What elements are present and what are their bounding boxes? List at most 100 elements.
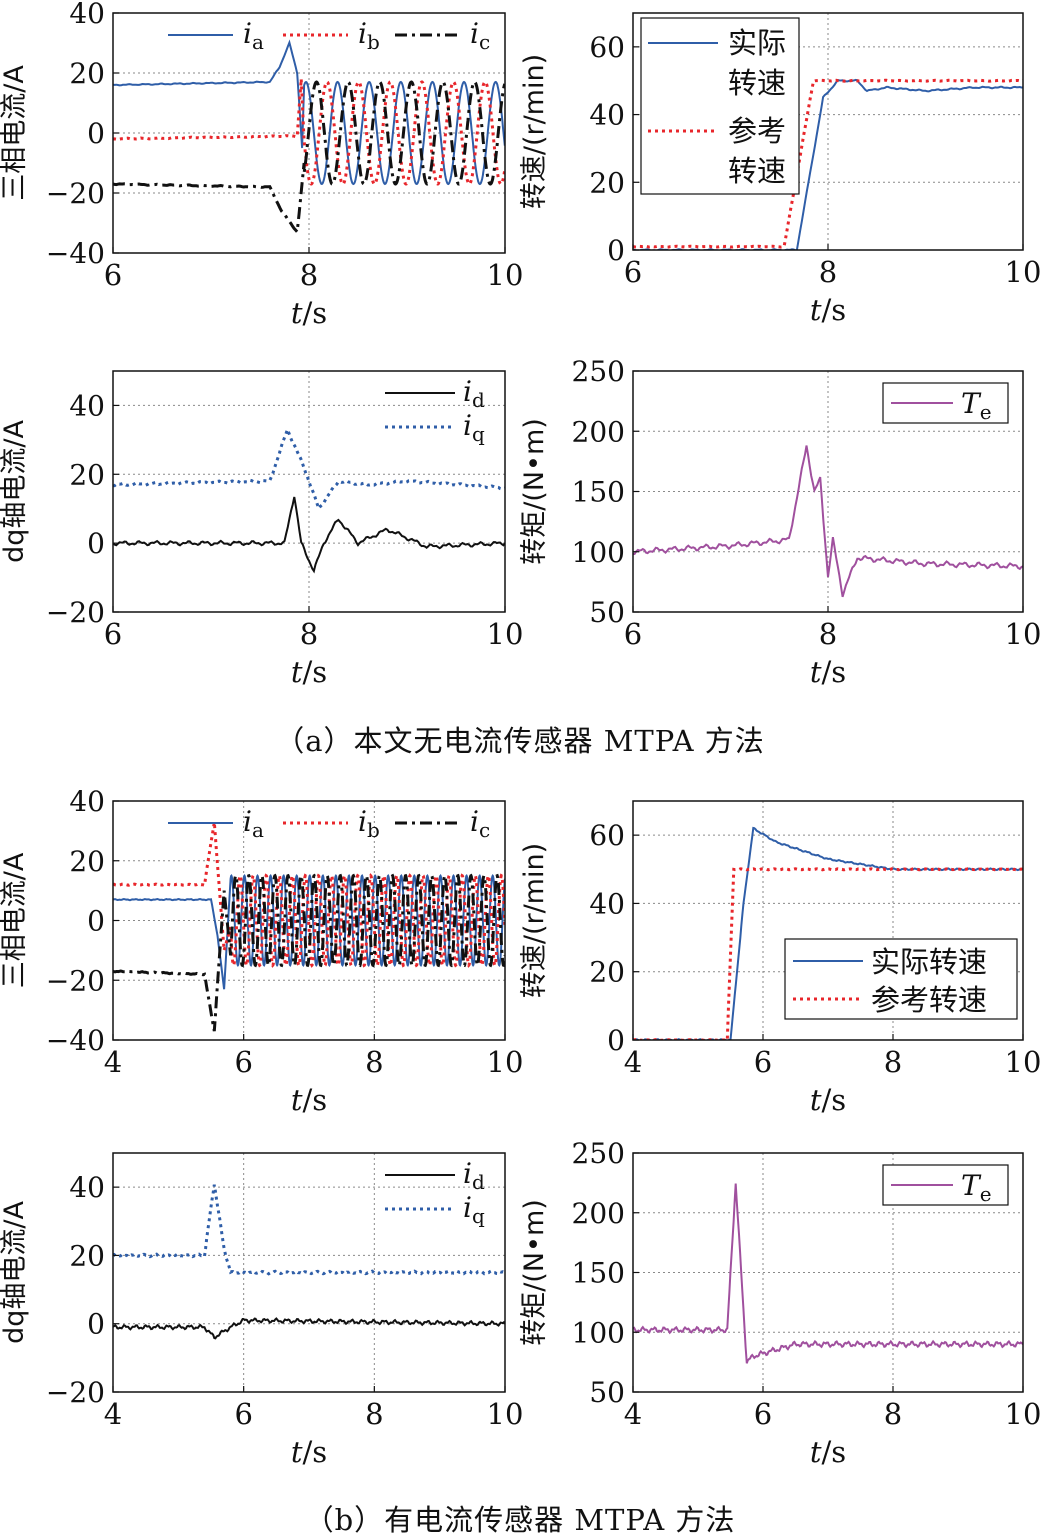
- x-tick-label: 8: [365, 1397, 383, 1431]
- y-tick-label: −40: [46, 237, 105, 270]
- x-tick-label: 10: [1005, 1397, 1040, 1431]
- legend-label-reference: 参考: [728, 114, 786, 148]
- legend-label-ia: ia: [243, 17, 264, 54]
- x-tick-label: 10: [487, 258, 524, 292]
- legend-label-id: id: [463, 1157, 485, 1194]
- plot-frame: [112, 1152, 506, 1393]
- x-tick-label: 8: [884, 1045, 902, 1079]
- y-axis-label: 转矩/(N•m): [519, 1199, 550, 1346]
- series-line-reference: [633, 78, 1023, 249]
- legend-label-iq: iq: [463, 409, 485, 446]
- x-axis-label: t/s: [291, 655, 327, 689]
- x-tick-label: 6: [624, 255, 642, 289]
- y-tick-label: 250: [572, 1137, 625, 1170]
- x-tick-label: 10: [1005, 1045, 1040, 1079]
- x-tick-label: 8: [300, 258, 318, 292]
- y-tick-label: 100: [572, 536, 625, 569]
- y-tick-label: 40: [589, 99, 625, 132]
- x-tick-label: 8: [365, 1045, 383, 1079]
- x-axis-label: t/s: [810, 1083, 846, 1117]
- x-tick-label: 6: [624, 617, 642, 651]
- x-tick-label: 4: [624, 1397, 642, 1431]
- y-tick-label: 0: [87, 905, 105, 938]
- x-tick-label: 10: [487, 617, 524, 651]
- series-line-ic: [113, 873, 505, 1032]
- y-tick-label: 150: [572, 1257, 625, 1290]
- series-line-ia: [113, 39, 505, 186]
- x-tick-label: 8: [819, 617, 837, 651]
- y-axis-label: 三相电流/A: [0, 65, 30, 201]
- y-tick-label: 20: [69, 845, 105, 878]
- series-line-ia: [113, 873, 505, 990]
- chart-b1: 4 6 8 10 40 20 0 −20 −40 t/s 三相电流/A ia ib ic: [0, 785, 523, 1117]
- legend-label-ia: ia: [243, 805, 264, 842]
- y-tick-label: −20: [46, 177, 105, 210]
- x-axis-label: t/s: [291, 1083, 327, 1117]
- x-tick-label: 4: [624, 1045, 642, 1079]
- x-tick-label: 6: [754, 1397, 772, 1431]
- y-axis-label: 转速/(r/min): [519, 843, 550, 998]
- y-tick-label: 40: [69, 1171, 105, 1204]
- legend-box: [784, 938, 1018, 1020]
- legend-label-iq: iq: [463, 1191, 485, 1228]
- series-line-id: [113, 1317, 505, 1340]
- y-tick-label: 60: [589, 31, 625, 64]
- x-tick-label: 6: [234, 1397, 252, 1431]
- chart-b4: 4 6 8 10 250 200 150 100 50 t/s 转矩/(N•m) Te: [519, 1137, 1040, 1469]
- y-axis-label: dq轴电流/A: [0, 420, 30, 563]
- legend-label-reference: 转速: [728, 154, 786, 188]
- y-tick-label: 50: [589, 1376, 625, 1409]
- series-line-ic: [113, 80, 505, 236]
- x-axis-label: t/s: [810, 1435, 846, 1469]
- x-tick-label: 4: [104, 1397, 122, 1431]
- x-tick-label: 6: [754, 1045, 772, 1079]
- x-tick-label: 10: [487, 1397, 524, 1431]
- x-tick-label: 10: [1005, 617, 1040, 651]
- caption-a: （a）本文无电流传感器 MTPA 方法: [275, 724, 765, 758]
- y-tick-label: 0: [607, 1024, 625, 1057]
- series-line-iq: [113, 1184, 505, 1276]
- y-tick-label: 40: [69, 0, 105, 30]
- x-axis-label: t/s: [291, 296, 327, 330]
- x-tick-label: 8: [819, 255, 837, 289]
- x-tick-label: 6: [234, 1045, 252, 1079]
- y-tick-label: 0: [607, 234, 625, 267]
- y-tick-label: 20: [69, 57, 105, 90]
- y-tick-label: 200: [572, 1197, 625, 1230]
- y-tick-label: 150: [572, 476, 625, 509]
- caption-b: （b）有电流传感器 MTPA 方法: [304, 1503, 736, 1537]
- legend-label-ic: ic: [470, 805, 490, 842]
- y-tick-label: −40: [46, 1024, 105, 1057]
- x-axis-label: t/s: [810, 293, 846, 327]
- y-tick-label: 60: [589, 819, 625, 852]
- chart-a1: 6 8 10 40 20 0 −20 −40 t/s 三相电流/A ia ib ic: [0, 0, 523, 330]
- x-tick-label: 6: [104, 258, 122, 292]
- x-tick-label: 10: [1005, 255, 1040, 289]
- y-axis-label: 转矩/(N•m): [519, 418, 550, 565]
- x-tick-label: 8: [300, 617, 318, 651]
- series-line-ib: [113, 78, 505, 186]
- y-axis-label: 转速/(r/min): [519, 54, 550, 209]
- y-tick-label: 40: [589, 887, 625, 920]
- series-line-ib: [113, 822, 505, 968]
- plot-frame: [632, 800, 1024, 1041]
- y-tick-label: 20: [589, 166, 625, 199]
- series-line-Te: [633, 445, 1023, 598]
- y-tick-label: 200: [572, 415, 625, 448]
- legend-box: [640, 17, 800, 195]
- series-line-Te: [633, 1183, 1023, 1364]
- y-tick-label: −20: [46, 1376, 105, 1409]
- legend-label-Te: Te: [961, 1169, 992, 1206]
- x-axis-label: t/s: [810, 655, 846, 689]
- chart-a4: 6 8 10 250 200 150 100 50 t/s 转矩/(N•m) Te: [519, 355, 1040, 689]
- x-tick-label: 8: [884, 1397, 902, 1431]
- x-tick-label: 10: [487, 1045, 524, 1079]
- legend-label-ic: ic: [470, 17, 490, 54]
- y-tick-label: 50: [589, 596, 625, 629]
- legend-label-actual: 实际: [728, 26, 786, 60]
- x-axis-label: t/s: [291, 1435, 327, 1469]
- legend-label-reference: 参考转速: [871, 983, 987, 1017]
